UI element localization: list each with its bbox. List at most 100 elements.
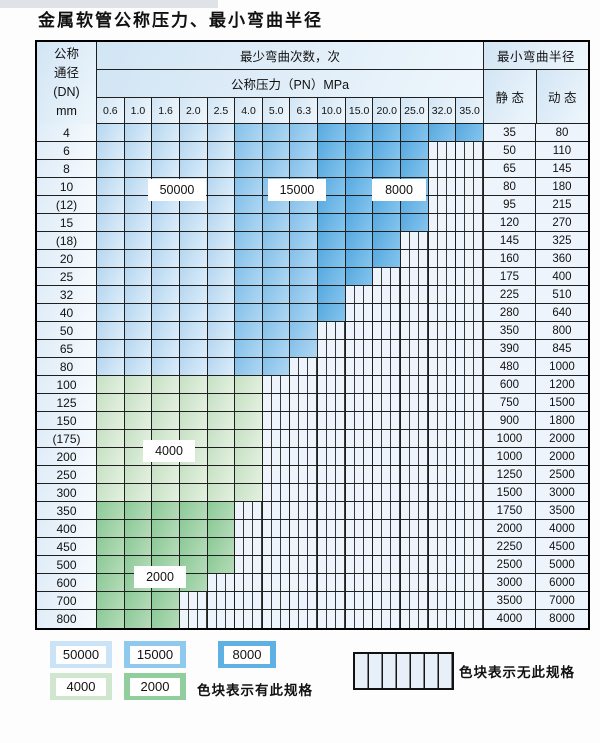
dn-cell: 600 <box>37 574 97 592</box>
spec-cell <box>318 304 346 322</box>
table-row: (18) 145 325 <box>37 232 588 250</box>
spec-cell <box>152 412 180 430</box>
no-spec-cell <box>345 556 374 574</box>
no-spec-cell <box>373 574 402 592</box>
no-spec-cell <box>401 502 429 520</box>
no-spec-cell <box>428 268 457 286</box>
spec-cell <box>428 124 457 142</box>
spec-cell <box>207 430 236 448</box>
spec-cell <box>179 502 208 520</box>
no-spec-cell <box>235 502 263 520</box>
static-value-cell: 3500 <box>483 592 536 610</box>
spec-cell <box>235 376 263 394</box>
spec-cell <box>152 394 180 412</box>
spec-cell <box>345 232 374 250</box>
no-spec-cell <box>401 430 429 448</box>
spec-cell <box>97 574 125 592</box>
no-spec-cell <box>428 178 457 196</box>
spec-cell <box>97 466 125 484</box>
no-spec-cell <box>318 430 346 448</box>
spec-cell <box>318 214 346 232</box>
dn-cell: 6 <box>37 142 97 160</box>
dynamic-value-cell: 7000 <box>535 592 588 610</box>
static-value-cell: 1000 <box>483 430 536 448</box>
pressure-column-value: 1.6 <box>152 98 180 123</box>
no-spec-cell <box>428 322 457 340</box>
dynamic-value-cell: 4000 <box>535 520 588 538</box>
no-spec-cell <box>428 376 457 394</box>
table-row: 125 750 1500 <box>37 394 588 412</box>
dn-cell: 150 <box>37 412 97 430</box>
dn-cell: 25 <box>37 268 97 286</box>
table-row: 25 175 400 <box>37 268 588 286</box>
no-spec-cell <box>290 412 319 430</box>
pressure-column-value: 15.0 <box>345 98 374 123</box>
pressure-column-value: 2.0 <box>179 98 208 123</box>
no-spec-cell <box>456 268 484 286</box>
dynamic-value-cell: 1800 <box>535 412 588 430</box>
dn-header-line: 通径 <box>53 66 79 80</box>
no-spec-cell <box>373 376 402 394</box>
dn-cell: 800 <box>37 610 97 628</box>
no-spec-cell <box>345 322 374 340</box>
dynamic-value-cell: 270 <box>535 214 588 232</box>
no-spec-cell <box>345 484 374 502</box>
page-title: 金属软管公称压力、最小弯曲半径 <box>38 11 323 31</box>
pressure-column-value: 35.0 <box>456 98 483 123</box>
no-spec-cell <box>345 448 374 466</box>
spec-cell <box>152 160 180 178</box>
spec-cell <box>235 394 263 412</box>
no-spec-cell <box>401 376 429 394</box>
spec-cell <box>124 232 153 250</box>
no-spec-cell <box>290 502 319 520</box>
legend-swatch: 2000 <box>124 673 186 700</box>
spec-cell <box>290 214 319 232</box>
spec-cell <box>124 394 153 412</box>
pressure-column-value: 10.0 <box>318 98 346 123</box>
no-spec-cell <box>428 574 457 592</box>
spec-cell <box>97 232 125 250</box>
no-spec-cell <box>290 592 319 610</box>
spec-cell <box>97 502 125 520</box>
static-value-cell: 1500 <box>483 484 536 502</box>
no-spec-cell <box>290 484 319 502</box>
cycle-count-label: 2000 <box>134 566 186 588</box>
spec-cell <box>179 286 208 304</box>
spec-cell <box>97 520 125 538</box>
pressure-column-value: 25.0 <box>401 98 429 123</box>
static-value-cell: 80 <box>483 178 536 196</box>
no-spec-cell <box>345 304 374 322</box>
no-spec-cell <box>373 610 402 628</box>
spec-cell <box>179 340 208 358</box>
no-spec-cell <box>290 574 319 592</box>
static-value-cell: 160 <box>483 250 536 268</box>
no-spec-cell <box>290 358 319 376</box>
no-spec-cell <box>456 502 484 520</box>
no-spec-cell <box>262 448 291 466</box>
static-value-cell: 1750 <box>483 502 536 520</box>
spec-cell <box>235 232 263 250</box>
no-spec-cell <box>373 538 402 556</box>
dn-cell: 250 <box>37 466 97 484</box>
no-spec-cell <box>318 484 346 502</box>
spec-cell <box>97 142 125 160</box>
no-spec-cell <box>262 610 291 628</box>
spec-cell <box>152 376 180 394</box>
dynamic-value-cell: 180 <box>535 178 588 196</box>
cycle-count-label: 8000 <box>372 179 426 201</box>
spec-cell <box>373 232 402 250</box>
dn-header-line: 公称 <box>53 47 79 61</box>
no-spec-cell <box>345 502 374 520</box>
spec-cell <box>262 286 291 304</box>
spec-cell <box>345 214 374 232</box>
static-value-cell: 3000 <box>483 574 536 592</box>
spec-cell <box>179 124 208 142</box>
dynamic-value-cell: 1000 <box>535 358 588 376</box>
dn-cell: 350 <box>37 502 97 520</box>
spec-cell <box>207 250 236 268</box>
static-value-cell: 600 <box>483 376 536 394</box>
spec-cell <box>179 358 208 376</box>
spec-cell <box>97 556 125 574</box>
spec-cell <box>290 160 319 178</box>
no-spec-cell <box>345 466 374 484</box>
